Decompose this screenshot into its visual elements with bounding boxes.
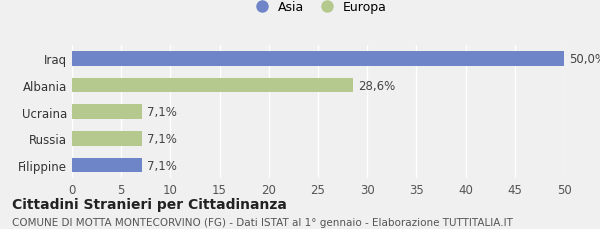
Bar [72,131,142,146]
Bar [72,52,564,66]
Legend: Asia, Europa: Asia, Europa [244,0,392,19]
Bar [72,158,142,173]
Bar [72,78,353,93]
Text: Cittadini Stranieri per Cittadinanza: Cittadini Stranieri per Cittadinanza [12,197,287,211]
Bar [72,105,142,120]
Text: 28,6%: 28,6% [358,79,395,92]
Text: 7,1%: 7,1% [147,132,176,145]
Text: 7,1%: 7,1% [147,106,176,119]
Text: 50,0%: 50,0% [569,53,600,65]
Text: 7,1%: 7,1% [147,159,176,172]
Text: COMUNE DI MOTTA MONTECORVINO (FG) - Dati ISTAT al 1° gennaio - Elaborazione TUTT: COMUNE DI MOTTA MONTECORVINO (FG) - Dati… [12,218,513,227]
